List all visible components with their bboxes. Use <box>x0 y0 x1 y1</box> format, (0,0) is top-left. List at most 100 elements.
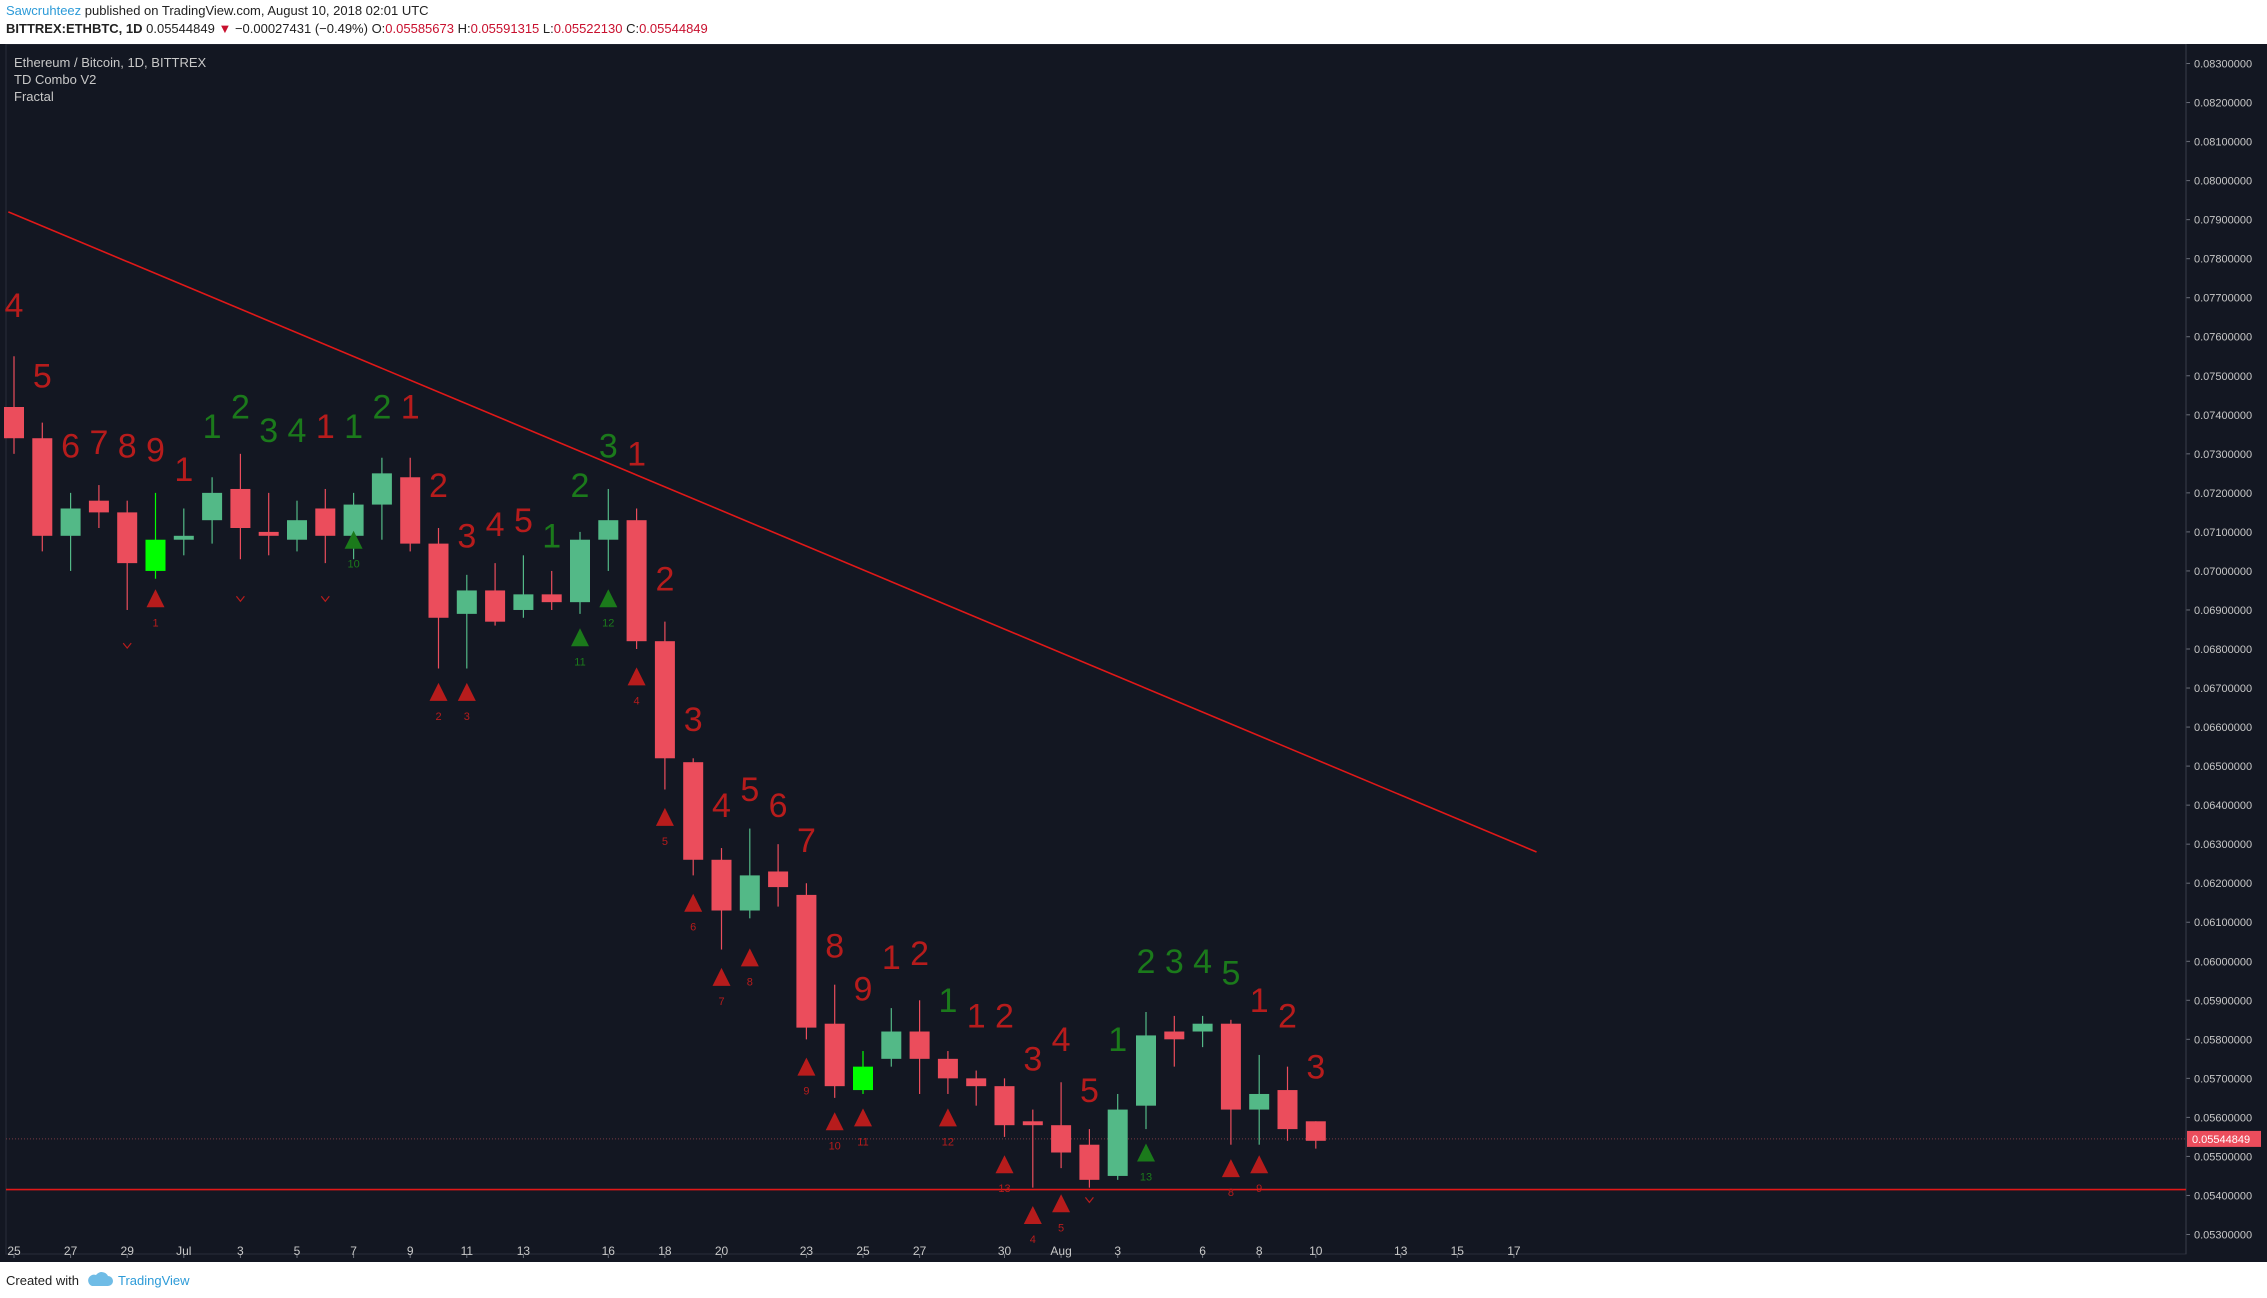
x-tick-label: 15 <box>1451 1244 1465 1258</box>
x-tick-label: 6 <box>1199 1244 1206 1258</box>
x-tick-label: 25 <box>856 1244 870 1258</box>
candle-body <box>1136 1035 1156 1106</box>
fractal-count-label: 2 <box>435 711 441 723</box>
tradingview-link[interactable]: TradingView <box>118 1273 190 1288</box>
y-tick-label: 0.06600000 <box>2194 722 2252 734</box>
price-chart[interactable]: 0.05300000 0.05400000 0.05500000 0.05600000… <box>0 44 2267 1262</box>
fractal-triangle-icon <box>1221 1159 1240 1178</box>
td-count-label: 1 <box>344 408 363 446</box>
candle-body <box>654 641 675 759</box>
fractal-triangle-icon <box>712 967 731 986</box>
candle-body <box>683 762 704 860</box>
publish-header: Sawcruhteez published on TradingView.com… <box>0 0 2267 44</box>
fractal-triangle-icon <box>344 530 363 549</box>
td-count-label: 2 <box>1137 943 1156 981</box>
fractal-count-label: 3 <box>464 711 470 723</box>
low-label: L: <box>542 21 554 36</box>
price-change: −0.00027431 (−0.49%) <box>234 21 368 36</box>
fractal-triangle-icon <box>938 1108 957 1127</box>
td-count-label: 5 <box>1221 955 1240 993</box>
y-tick-label: 0.05300000 <box>2194 1229 2252 1241</box>
y-tick-label: 0.05400000 <box>2194 1190 2252 1202</box>
symbol-line: BITTREX:ETHBTC, 1D 0.05544849 ▼ −0.00027… <box>6 21 708 36</box>
candle-body <box>768 871 789 888</box>
candle-body <box>1277 1090 1298 1130</box>
td-count-label: 1 <box>174 451 193 489</box>
y-tick-label: 0.06800000 <box>2194 644 2252 656</box>
y-tick-label: 0.07000000 <box>2194 566 2252 578</box>
td-count-label: 1 <box>316 408 335 446</box>
fractal-count-label: 11 <box>857 1136 868 1148</box>
candle-body <box>230 488 251 528</box>
x-tick-label: 27 <box>64 1244 78 1258</box>
fractal-count-label: 10 <box>829 1140 841 1152</box>
td-count-label: 2 <box>995 998 1014 1036</box>
y-tick-label: 0.06500000 <box>2194 761 2252 773</box>
fractal-count-label: 12 <box>942 1136 954 1148</box>
y-tick-label: 0.07300000 <box>2194 449 2252 461</box>
x-tick-label: 29 <box>121 1244 135 1258</box>
fractal-triangle-icon <box>457 682 476 701</box>
y-tick-label: 0.07500000 <box>2194 371 2252 383</box>
td-count-label: 2 <box>1278 998 1297 1036</box>
td-count-label: 4 <box>486 506 505 544</box>
x-tick-label: 3 <box>1114 1244 1121 1258</box>
fractal-triangle-icon <box>571 628 589 647</box>
fractal-caret-icon <box>320 595 330 603</box>
candle-body <box>937 1058 958 1079</box>
y-tick-label: 0.08100000 <box>2194 137 2252 149</box>
open-label: O: <box>371 21 386 36</box>
fractal-triangle-icon <box>655 807 674 826</box>
y-tick-label: 0.07900000 <box>2194 215 2252 227</box>
published-text: published on TradingView.com, August 10,… <box>84 3 429 18</box>
fractal-triangle-icon <box>1052 1194 1071 1213</box>
legend-indicator-fractal: Fractal <box>14 89 54 104</box>
y-tick-label: 0.06000000 <box>2194 956 2252 968</box>
td-count-label: 9 <box>146 432 165 470</box>
fractal-count-label: 1 <box>152 617 158 629</box>
legend-indicator-td: TD Combo V2 <box>14 72 97 87</box>
close-value: 0.05544849 <box>639 21 708 36</box>
fractal-count-label: 5 <box>662 836 668 848</box>
fractal-count-label: 10 <box>347 559 359 571</box>
candle-body <box>400 477 421 544</box>
candle-body <box>570 539 590 603</box>
x-tick-label: 8 <box>1256 1244 1263 1258</box>
x-tick-label: Aug <box>1050 1244 1071 1258</box>
high-value: 0.05591315 <box>470 21 540 36</box>
x-tick-label: 10 <box>1309 1244 1323 1258</box>
fractal-triangle-icon <box>854 1108 872 1127</box>
candle-body <box>824 1023 845 1087</box>
y-tick-label: 0.07200000 <box>2194 488 2252 500</box>
fractal-triangle-icon <box>684 893 703 912</box>
y-tick-label: 0.07400000 <box>2194 410 2252 422</box>
symbol-name: BITTREX:ETHBTC, 1D <box>6 21 143 36</box>
trend-line <box>8 211 1537 853</box>
candle-body <box>456 590 477 614</box>
td-count-label: 7 <box>89 424 108 462</box>
x-tick-label: 9 <box>407 1244 414 1258</box>
y-tick-label: 0.06900000 <box>2194 605 2252 617</box>
y-tick-label: 0.08200000 <box>2194 98 2252 110</box>
candle-body <box>145 539 166 571</box>
td-count-label: 8 <box>118 428 137 466</box>
y-tick-label: 0.05900000 <box>2194 995 2252 1007</box>
td-count-label: 1 <box>938 982 957 1020</box>
fractal-triangle-icon <box>1250 1155 1269 1174</box>
candle-body <box>343 504 364 536</box>
candle-body <box>881 1031 902 1059</box>
td-count-label: 3 <box>1306 1048 1325 1086</box>
candle-body <box>258 531 279 536</box>
candle-body <box>966 1078 987 1087</box>
author-link[interactable]: Sawcruhteez <box>6 3 82 18</box>
fractal-caret-icon <box>1084 1196 1094 1204</box>
chart-pane[interactable]: 0.05300000 0.05400000 0.05500000 0.05600000… <box>0 44 2267 1262</box>
td-count-label: 1 <box>882 939 901 977</box>
x-tick-label: 18 <box>658 1244 672 1258</box>
candle-body <box>796 894 817 1028</box>
chart-legend: Ethereum / Bitcoin, 1D, BITTREX TD Combo… <box>14 54 206 105</box>
td-count-label: 4 <box>1052 1021 1071 1059</box>
last-price-tag <box>2187 1130 2261 1147</box>
td-count-label: 3 <box>599 428 618 466</box>
td-count-label: 6 <box>769 787 788 825</box>
